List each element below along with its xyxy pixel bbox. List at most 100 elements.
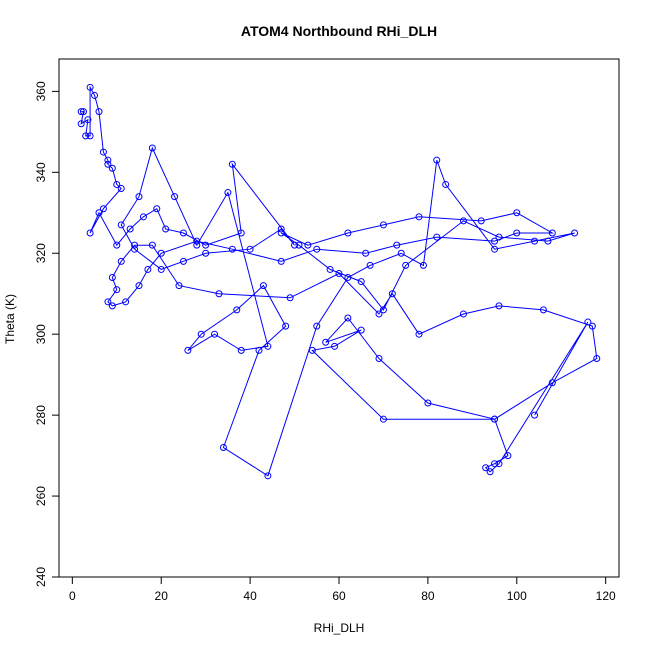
x-tick-label: 60 <box>332 589 346 603</box>
y-tick-label: 300 <box>34 324 48 344</box>
data-point <box>193 241 201 249</box>
data-point <box>113 180 121 188</box>
data-point <box>335 269 343 277</box>
data-point <box>157 265 165 273</box>
data-point <box>77 108 85 116</box>
data-point <box>162 225 170 233</box>
data-point <box>215 290 223 298</box>
data-point <box>277 257 285 265</box>
data-point <box>477 217 485 225</box>
data-point <box>104 298 112 306</box>
data-point <box>495 302 503 310</box>
data-point <box>237 346 245 354</box>
data-point <box>326 265 334 273</box>
data-point <box>104 156 112 164</box>
data-point <box>571 229 579 237</box>
data-point <box>548 229 556 237</box>
data-point <box>184 346 192 354</box>
data-point <box>175 282 183 290</box>
data-point <box>313 245 321 253</box>
data-point <box>113 241 121 249</box>
data-point <box>424 399 432 407</box>
data-point <box>415 213 423 221</box>
data-point <box>131 245 139 253</box>
data-point <box>313 322 321 330</box>
y-tick-label: 260 <box>34 486 48 506</box>
data-point <box>179 229 187 237</box>
data-point <box>108 274 116 282</box>
data-point <box>117 221 125 229</box>
data-point <box>286 294 294 302</box>
data-point <box>513 209 521 217</box>
data-point <box>459 310 467 318</box>
data-point <box>539 306 547 314</box>
data-point <box>79 108 87 116</box>
data-point <box>171 193 179 201</box>
data-point <box>459 217 467 225</box>
data-point <box>259 282 267 290</box>
data-point <box>482 464 490 472</box>
data-point <box>148 241 156 249</box>
x-tick-label: 40 <box>243 589 257 603</box>
data-point <box>366 261 374 269</box>
data-point <box>531 237 539 245</box>
series-line <box>80 85 598 477</box>
data-point <box>304 241 312 249</box>
data-point <box>99 148 107 156</box>
y-tick-label: 360 <box>34 81 48 101</box>
data-point <box>157 249 165 257</box>
data-point <box>237 229 245 237</box>
data-point <box>491 237 499 245</box>
data-point <box>486 468 494 476</box>
y-tick-label: 340 <box>34 162 48 182</box>
data-point <box>402 261 410 269</box>
data-point <box>211 330 219 338</box>
y-axis-label: Theta (K) <box>3 294 17 344</box>
data-point <box>291 241 299 249</box>
data-point <box>77 120 85 128</box>
data-point <box>397 249 405 257</box>
data-point <box>264 472 272 480</box>
data-point <box>322 338 330 346</box>
data-point <box>126 225 134 233</box>
data-point <box>544 237 552 245</box>
data-point <box>375 354 383 362</box>
data-point <box>491 460 499 468</box>
data-point <box>82 132 90 140</box>
data-point <box>255 346 263 354</box>
y-tick-label: 320 <box>34 243 48 263</box>
data-point <box>588 322 596 330</box>
x-axis: 0 20 40 60 80 100 120 <box>69 576 616 603</box>
x-tick-label: 0 <box>69 589 76 603</box>
data-point <box>277 225 285 233</box>
data-point <box>379 306 387 314</box>
x-tick-label: 20 <box>155 589 169 603</box>
chart-title: ATOM4 Northbound RHi_DLH <box>241 23 437 39</box>
data-series <box>77 83 601 480</box>
data-point <box>86 229 94 237</box>
data-point <box>113 286 121 294</box>
data-point <box>135 193 143 201</box>
data-point <box>233 306 241 314</box>
data-point <box>228 245 236 253</box>
data-point <box>153 205 161 213</box>
data-point <box>495 460 503 468</box>
data-point <box>108 164 116 172</box>
data-point <box>104 160 112 168</box>
data-point <box>144 265 152 273</box>
data-point <box>86 83 94 91</box>
y-tick-label: 280 <box>34 405 48 425</box>
data-point <box>139 213 147 221</box>
data-point <box>308 346 316 354</box>
data-point <box>344 274 352 282</box>
data-point <box>197 330 205 338</box>
data-point <box>117 185 125 192</box>
data-point <box>593 354 601 362</box>
data-point <box>344 314 352 322</box>
data-point <box>419 261 427 269</box>
data-point <box>202 249 210 257</box>
data-point <box>393 241 401 249</box>
data-point <box>95 209 103 217</box>
data-point <box>491 245 499 253</box>
